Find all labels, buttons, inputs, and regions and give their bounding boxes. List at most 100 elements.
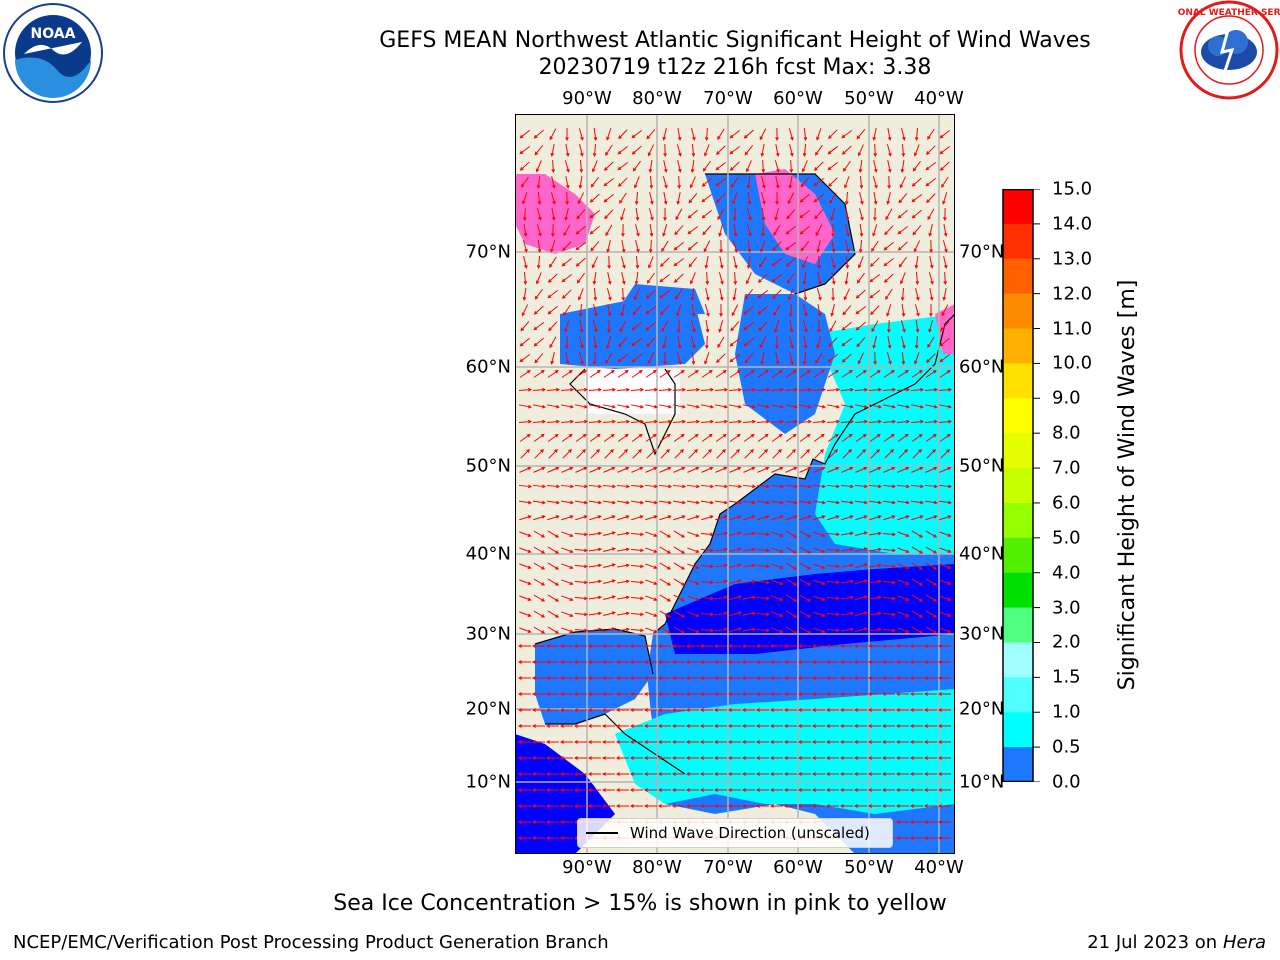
wind-wave-arrow xyxy=(517,644,531,648)
wind-wave-arrow xyxy=(688,193,698,204)
wind-wave-arrow xyxy=(747,208,752,221)
wind-wave-arrow xyxy=(658,419,673,424)
wind-wave-arrow xyxy=(841,129,853,139)
wind-wave-arrow xyxy=(629,788,643,792)
wind-wave-arrow xyxy=(929,239,933,254)
wind-wave-arrow xyxy=(551,176,556,189)
wind-wave-arrow xyxy=(690,287,695,301)
wind-wave-arrow xyxy=(812,500,826,505)
wind-wave-arrow xyxy=(648,256,654,269)
wind-wave-arrow xyxy=(565,352,570,365)
lat-tick-label-right: 20°N xyxy=(959,698,1005,720)
wind-wave-arrow xyxy=(755,772,769,776)
wind-wave-arrow xyxy=(531,660,545,664)
wind-wave-arrow xyxy=(587,756,601,760)
wind-wave-arrow xyxy=(868,579,882,584)
wind-wave-arrow xyxy=(855,404,868,409)
wind-wave-arrow xyxy=(713,676,727,680)
colorbar-segment xyxy=(1003,363,1033,399)
wind-wave-arrow xyxy=(657,756,671,760)
wind-wave-arrow xyxy=(867,692,881,696)
wind-wave-arrow xyxy=(592,271,597,285)
wind-wave-arrow xyxy=(799,610,812,618)
lon-tick-label: 40°W xyxy=(914,88,964,109)
wind-wave-arrow xyxy=(673,626,686,634)
wind-wave-arrow xyxy=(742,484,757,489)
wind-wave-arrow xyxy=(713,660,727,664)
wind-wave-arrow xyxy=(561,531,574,538)
wind-wave-arrow xyxy=(840,611,854,616)
wind-wave-arrow xyxy=(662,336,667,349)
wind-wave-arrow xyxy=(881,724,895,728)
wind-wave-arrow xyxy=(923,740,937,744)
wind-wave-arrow xyxy=(826,419,841,424)
wind-wave-arrow xyxy=(545,804,559,808)
wind-wave-arrow xyxy=(859,223,864,237)
wind-wave-arrow xyxy=(853,772,867,776)
wind-wave-arrow xyxy=(786,209,796,220)
wind-wave-arrow xyxy=(839,676,853,680)
wind-wave-arrow xyxy=(729,370,741,378)
wind-wave-arrow xyxy=(896,484,911,489)
wind-wave-arrow xyxy=(733,256,738,269)
wind-wave-arrow xyxy=(517,772,531,776)
wind-wave-arrow xyxy=(663,160,668,173)
wind-wave-arrow xyxy=(799,530,812,538)
colorbar-segment xyxy=(1003,189,1033,225)
wind-wave-arrow xyxy=(760,192,766,205)
wind-wave-arrow xyxy=(928,272,934,285)
wind-wave-arrow xyxy=(533,305,544,315)
wind-wave-arrow xyxy=(911,466,924,473)
wind-wave-arrow xyxy=(714,595,728,600)
wind-wave-arrow xyxy=(587,692,601,696)
wind-wave-arrow xyxy=(771,563,784,570)
wind-wave-arrow xyxy=(802,351,807,366)
wind-wave-arrow xyxy=(685,756,699,760)
wind-wave-arrow xyxy=(645,515,658,521)
wind-wave-arrow xyxy=(817,319,821,334)
wind-wave-arrow xyxy=(618,129,628,140)
wind-wave-arrow xyxy=(811,740,825,744)
wind-wave-arrow xyxy=(545,708,559,712)
wind-wave-arrow xyxy=(700,580,715,585)
wind-wave-arrow xyxy=(774,160,780,173)
wind-wave-arrow xyxy=(533,466,546,473)
wind-wave-arrow xyxy=(785,594,798,602)
wind-wave-arrow xyxy=(601,676,615,680)
wind-wave-arrow xyxy=(634,224,640,237)
wind-wave-arrow xyxy=(868,387,883,392)
wind-wave-arrow xyxy=(727,660,741,664)
wind-wave-arrow xyxy=(775,176,780,189)
wind-wave-arrow xyxy=(671,724,685,728)
wind-wave-arrow xyxy=(534,145,544,156)
wind-wave-arrow xyxy=(673,546,686,554)
wind-wave-arrow xyxy=(589,225,600,235)
wind-wave-arrow xyxy=(536,175,541,189)
wind-wave-arrow xyxy=(547,530,560,538)
wind-wave-arrow xyxy=(517,660,531,664)
wind-wave-arrow xyxy=(841,404,854,409)
colorbar-tick-label: 8.0 xyxy=(1052,422,1081,444)
wind-wave-arrow xyxy=(884,225,894,236)
ocean-hudson-strait xyxy=(615,284,705,314)
wind-wave-arrow xyxy=(882,580,897,585)
wind-wave-arrow xyxy=(615,740,629,744)
wind-wave-arrow xyxy=(901,336,906,349)
wind-wave-arrow xyxy=(676,352,682,365)
wind-wave-arrow xyxy=(937,788,951,792)
wind-wave-arrow xyxy=(929,303,933,318)
wind-wave-arrow xyxy=(909,660,923,664)
wind-wave-arrow xyxy=(559,724,573,728)
wind-wave-arrow xyxy=(533,515,546,521)
wind-wave-arrow xyxy=(759,336,767,349)
wind-wave-arrow xyxy=(744,288,754,300)
wind-wave-arrow xyxy=(716,353,726,364)
wind-wave-arrow xyxy=(587,660,601,664)
wind-wave-arrow xyxy=(533,626,546,634)
wind-wave-arrow xyxy=(617,370,629,378)
wind-wave-arrow xyxy=(855,306,867,315)
wind-wave-arrow xyxy=(714,627,728,632)
wind-wave-arrow xyxy=(602,387,617,392)
wind-wave-arrow xyxy=(716,145,726,155)
wind-wave-arrow xyxy=(896,500,910,505)
